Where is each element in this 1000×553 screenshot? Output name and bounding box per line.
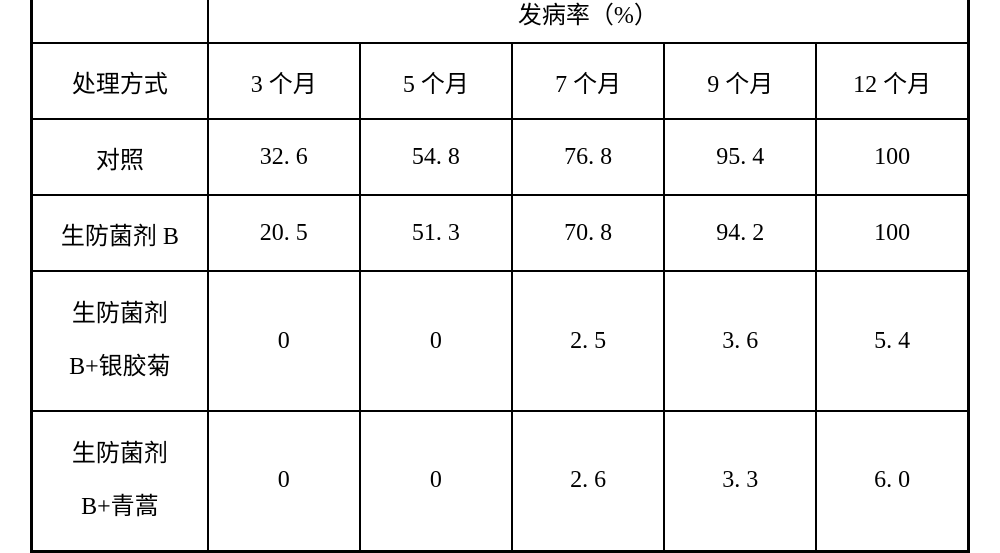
col-header-2-text: 5 个月 — [403, 72, 469, 98]
row-0-cell-2-text: 76. 8 — [564, 144, 612, 170]
row-3-cell-3: 3. 3 — [664, 411, 816, 551]
row-1-cell-1: 51. 3 — [360, 195, 512, 271]
table-row: 对照 32. 6 54. 8 76. 8 95. 4 100 — [32, 119, 969, 195]
group-header-text: 发病率（%） — [518, 3, 658, 29]
row-1-cell-1-text: 51. 3 — [412, 220, 460, 246]
row-1-label: 生防菌剂 B — [32, 195, 208, 271]
row-2-cell-0-text: 0 — [278, 328, 290, 354]
row-2-cell-4-text: 5. 4 — [874, 328, 910, 354]
row-0-cell-0-text: 32. 6 — [260, 144, 308, 170]
row-2-cell-0: 0 — [208, 271, 360, 411]
row-1-cell-2-text: 70. 8 — [564, 220, 612, 246]
row-0-label-text: 对照 — [96, 148, 144, 174]
row-0-cell-4: 100 — [816, 119, 968, 195]
row-0-cell-4-text: 100 — [874, 144, 910, 170]
row-2-cell-3-text: 3. 6 — [722, 328, 758, 354]
col-header-0: 处理方式 — [32, 43, 208, 119]
row-1-cell-4: 100 — [816, 195, 968, 271]
row-3-cell-0-text: 0 — [278, 467, 290, 493]
row-3-cell-0: 0 — [208, 411, 360, 551]
table-row: 生防菌剂 B+银胶菊 0 0 2. 5 3. 6 5. 4 — [32, 271, 969, 411]
col-header-1: 3 个月 — [208, 43, 360, 119]
row-2-cell-1-text: 0 — [430, 328, 442, 354]
row-0-cell-3-text: 95. 4 — [716, 144, 764, 170]
row-3-cell-2-text: 2. 6 — [570, 467, 606, 493]
col-header-4-text: 9 个月 — [707, 72, 773, 98]
row-1-cell-2: 70. 8 — [512, 195, 664, 271]
row-3-cell-4: 6. 0 — [816, 411, 968, 551]
row-1-label-text: 生防菌剂 B — [61, 224, 179, 250]
row-2-label-line2: B+银胶菊 — [33, 341, 207, 394]
table-container: 发病率（%） 处理方式 3 个月 5 个月 7 个月 9 个月 12 个月 — [30, 0, 970, 553]
row-3-cell-1-text: 0 — [430, 467, 442, 493]
col-header-5-text: 12 个月 — [853, 72, 931, 98]
col-header-1-text: 3 个月 — [251, 72, 317, 98]
row-3-label: 生防菌剂 B+青蒿 — [32, 411, 208, 551]
row-1-cell-0: 20. 5 — [208, 195, 360, 271]
group-header-cell: 发病率（%） — [208, 0, 969, 43]
row-2-label: 生防菌剂 B+银胶菊 — [32, 271, 208, 411]
row-0-cell-3: 95. 4 — [664, 119, 816, 195]
data-table: 发病率（%） 处理方式 3 个月 5 个月 7 个月 9 个月 12 个月 — [30, 0, 970, 553]
table-row: 生防菌剂 B+青蒿 0 0 2. 6 3. 3 6. 0 — [32, 411, 969, 551]
row-0-cell-2: 76. 8 — [512, 119, 664, 195]
row-1-cell-3: 94. 2 — [664, 195, 816, 271]
row-3-cell-4-text: 6. 0 — [874, 467, 910, 493]
row-3-cell-1: 0 — [360, 411, 512, 551]
row-0-cell-0: 32. 6 — [208, 119, 360, 195]
row-3-label-block: 生防菌剂 B+青蒿 — [33, 416, 207, 546]
row-3-label-line2: B+青蒿 — [33, 481, 207, 534]
col-header-0-text: 处理方式 — [72, 72, 168, 98]
row-0-label: 对照 — [32, 119, 208, 195]
row-2-cell-1: 0 — [360, 271, 512, 411]
row-2-label-line1: 生防菌剂 — [33, 288, 207, 341]
row-3-cell-2: 2. 6 — [512, 411, 664, 551]
row-0-cell-1-text: 54. 8 — [412, 144, 460, 170]
col-header-2: 5 个月 — [360, 43, 512, 119]
col-header-4: 9 个月 — [664, 43, 816, 119]
header-row-columns: 处理方式 3 个月 5 个月 7 个月 9 个月 12 个月 — [32, 43, 969, 119]
col-header-3: 7 个月 — [512, 43, 664, 119]
row-3-label-line1: 生防菌剂 — [33, 428, 207, 481]
row-0-cell-1: 54. 8 — [360, 119, 512, 195]
row-2-cell-2-text: 2. 5 — [570, 328, 606, 354]
row-1-cell-4-text: 100 — [874, 220, 910, 246]
row-3-cell-3-text: 3. 3 — [722, 467, 758, 493]
row-2-cell-2: 2. 5 — [512, 271, 664, 411]
row-2-label-block: 生防菌剂 B+银胶菊 — [33, 276, 207, 406]
row-2-cell-4: 5. 4 — [816, 271, 968, 411]
row-1-cell-0-text: 20. 5 — [260, 220, 308, 246]
header-row-group: 发病率（%） — [32, 0, 969, 43]
col-header-5: 12 个月 — [816, 43, 968, 119]
col-header-3-text: 7 个月 — [555, 72, 621, 98]
table-row: 生防菌剂 B 20. 5 51. 3 70. 8 94. 2 100 — [32, 195, 969, 271]
row-2-cell-3: 3. 6 — [664, 271, 816, 411]
row-1-cell-3-text: 94. 2 — [716, 220, 764, 246]
header-empty-cell — [32, 0, 208, 43]
